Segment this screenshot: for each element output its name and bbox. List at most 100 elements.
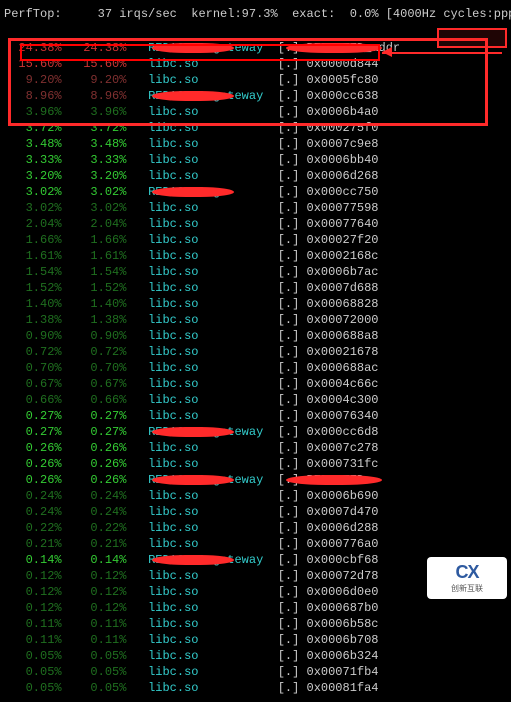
overhead-1: 0.24% [18,505,68,519]
overhead-1: 0.12% [18,601,68,615]
source: [.] [278,521,300,535]
irqs-value: 37 [98,7,112,21]
overhead-2: 3.96% [83,105,133,119]
source: [.] [278,233,300,247]
shared-object: libc.so [148,489,270,503]
overhead-1: 0.26% [18,457,68,471]
overhead-1: 0.90% [18,329,68,343]
symbol-address: 0x00077640 [307,217,379,231]
overhead-2: 0.70% [83,361,133,375]
perf-row: 3.33% 3.33% libc.so [.] 0x0006bb40 [4,152,507,168]
overhead-1: 0.27% [18,409,68,423]
shared-object: libc.so [148,361,270,375]
source: [.] [278,73,300,87]
overhead-1: 1.40% [18,297,68,311]
shared-object: libc.so [148,617,270,631]
redaction-blob [152,555,234,565]
symbol-address: 0x0004c66c [307,377,379,391]
symbol-address: 0x000688ac [307,361,379,375]
overhead-1: 0.14% [18,553,68,567]
symbol-address: 0x0006d288 [307,521,379,535]
symbol-address: 0x000687b0 [307,601,379,615]
overhead-2: 0.72% [83,345,133,359]
overhead-2: 0.24% [83,505,133,519]
symbol-address: 0x000776a0 [307,537,379,551]
perf-row: 15.60% 15.60% libc.so [.] 0x0000d844 [4,56,507,72]
symbol-address: 0x00021678 [307,345,379,359]
kernel-value: 97.3% [242,7,278,21]
perf-row: 1.66% 1.66% libc.so [.] 0x00027f20 [4,232,507,248]
perf-row: 8.96% 8.96% REDACTED_gateway [.] 0x000cc… [4,88,507,104]
overhead-1: 0.27% [18,425,68,439]
perf-row: 0.70% 0.70% libc.so [.] 0x000688ac [4,360,507,376]
symbol-address: 0x0000d844 [307,57,379,71]
source: [.] [278,393,300,407]
perf-row: 0.26% 0.26% libc.so [.] 0x000731fc [4,456,507,472]
perf-row: 0.21% 0.21% libc.so [.] 0x000776a0 [4,536,507,552]
overhead-2: 0.14% [83,553,133,567]
perf-row: 0.90% 0.90% libc.so [.] 0x000688a8 [4,328,507,344]
overhead-1: 15.60% [18,57,68,71]
symbol-address: 0x0007c278 [307,441,379,455]
perftop-label: PerfTop: [4,7,62,21]
symbol-address: 0x00072000 [307,313,379,327]
source: [.] [278,633,300,647]
shared-object: libc.so [148,665,270,679]
sampling-info: [4000Hz cycles:ppp] [386,7,511,21]
overhead-2: 3.02% [83,201,133,215]
source: [.] [278,153,300,167]
shared-object: libc.so [148,633,270,647]
overhead-2: 3.02% [83,185,133,199]
overhead-2: 0.05% [83,649,133,663]
symbol-address: 0x0005fc80 [307,73,379,87]
symbol-address: 0x0006b324 [307,649,379,663]
overhead-1: 3.72% [18,121,68,135]
source: [.] [278,297,300,311]
symbol-address: 0x0006b7ac [307,265,379,279]
source: [.] [278,89,300,103]
overhead-2: 0.22% [83,521,133,535]
overhead-2: 0.26% [83,457,133,471]
shared-object: libc.so [148,345,270,359]
source: [.] [278,185,300,199]
symbol-address: 0x00077598 [307,201,379,215]
overhead-1: 1.54% [18,265,68,279]
overhead-1: 0.70% [18,361,68,375]
exact-label: exact: [292,7,335,21]
shared-object: libc.so [148,233,270,247]
source: [.] [278,265,300,279]
shared-object: libc.so [148,73,270,87]
overhead-2: 0.05% [83,681,133,695]
overhead-2: 3.20% [83,169,133,183]
perf-row: 1.61% 1.61% libc.so [.] 0x0002168c [4,248,507,264]
shared-object: libc.so [148,281,270,295]
overhead-2: 0.12% [83,601,133,615]
perf-row: 24.38% 24.38% REDACTED_gateway [.] REDAC… [4,40,507,56]
perf-row: 0.11% 0.11% libc.so [.] 0x0006b58c [4,616,507,632]
shared-object: libc.so [148,105,270,119]
perf-row: 0.05% 0.05% libc.so [.] 0x00071fb4 [4,664,507,680]
overhead-2: 2.04% [83,217,133,231]
overhead-1: 0.24% [18,489,68,503]
perf-row: 0.27% 0.27% libc.so [.] 0x00076340 [4,408,507,424]
symbol-address: 0x00071fb4 [307,665,379,679]
overhead-2: 1.61% [83,249,133,263]
overhead-2: 8.96% [83,89,133,103]
overhead-2: 24.38% [83,41,133,55]
source: [.] [278,649,300,663]
source: [.] [278,217,300,231]
overhead-2: 0.90% [83,329,133,343]
symbol-address: 0x0006d0e0 [307,585,379,599]
overhead-1: 3.02% [18,185,68,199]
overhead-2: 0.24% [83,489,133,503]
shared-object: libc.so [148,521,270,535]
symbol-address: 0x000cc6d8 [307,425,379,439]
perf-row: 1.52% 1.52% libc.so [.] 0x0007d688 [4,280,507,296]
source: [.] [278,249,300,263]
source: [.] [278,313,300,327]
overhead-2: 0.11% [83,617,133,631]
shared-object: libc.so [148,681,270,695]
source: [.] [278,681,300,695]
overhead-1: 0.12% [18,585,68,599]
overhead-2: 0.05% [83,665,133,679]
